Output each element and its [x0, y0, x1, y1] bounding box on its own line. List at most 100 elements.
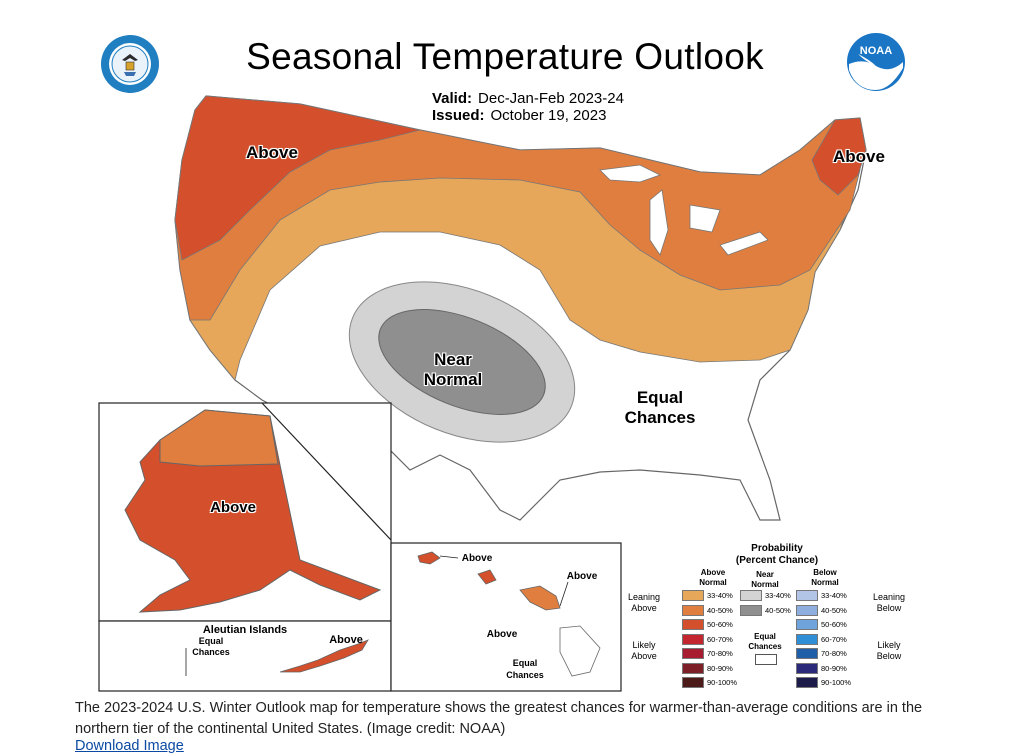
legend-head-below-1: Below — [813, 568, 837, 577]
hawaii-big-island — [559, 625, 601, 677]
legend-below-range-label: 70-80% — [821, 649, 847, 658]
legend-above-range-label: 80-90% — [707, 663, 733, 673]
legend-below-row: 60-70% — [796, 633, 847, 645]
legend-head-above-1: Above — [700, 568, 726, 577]
label-alaska-above: Above — [210, 499, 256, 516]
legend-below-row: 40-50% — [796, 604, 847, 616]
hawaii-kauai — [417, 551, 441, 565]
legend-below-range-label: 90-100% — [821, 678, 852, 687]
legend-head-near-1: Near — [756, 570, 774, 579]
issued-label: Issued: — [432, 107, 485, 124]
legend-below-row: 70-80% — [796, 648, 847, 659]
legend-equal-chances: Equal Chances — [740, 632, 790, 652]
noaa-logo-text: NOAA — [860, 45, 892, 57]
legend-likely-above-2: Above — [631, 651, 657, 661]
legend-above-swatch — [682, 662, 704, 674]
label-aleutian-equal-2: Chances — [192, 647, 230, 657]
legend-above-swatch — [682, 677, 704, 688]
label-aleutian-equal-1: Equal — [198, 636, 224, 646]
page-title: Seasonal Temperature Outlook — [246, 36, 764, 77]
legend-leaning-below-2: Below — [876, 603, 902, 613]
legend-below-swatch — [796, 590, 818, 601]
legend-likely-below: Likely Below — [866, 640, 912, 662]
legend-likely-above: Likely Above — [622, 640, 666, 662]
label-chances: Chances — [624, 408, 696, 427]
legend-head-above: Above Normal — [688, 568, 738, 588]
label-equal-chances: Equal Chances — [605, 388, 715, 428]
legend-head-above-2: Normal — [699, 578, 727, 587]
legend-above-row: 70-80% — [682, 648, 733, 659]
legend-above-range-label: 70-80% — [707, 649, 733, 658]
legend-leaning-above-2: Above — [631, 603, 657, 613]
label-aleutian-equal: Equal Chances — [186, 636, 236, 658]
probability-legend: Probability (Percent Chance) Above Norma… — [622, 540, 922, 695]
label-above-northeast: Above — [833, 147, 885, 166]
legend-leaning-above: Leaning Above — [622, 592, 666, 614]
hawaii-maui — [519, 585, 561, 611]
above-40-50-region — [174, 95, 861, 321]
legend-above-row: 60-70% — [682, 633, 733, 645]
legend-below-swatch — [796, 677, 818, 688]
legend-above-row: 50-60% — [682, 619, 733, 630]
legend-above-swatch — [682, 619, 704, 630]
legend-near-row: 33-40% — [740, 590, 791, 601]
label-aleutian-above: Above — [329, 634, 363, 646]
legend-equal-swatch — [755, 654, 777, 665]
legend-below-row: 33-40% — [796, 590, 847, 601]
noaa-logo: NOAA — [847, 33, 905, 91]
valid-value: Dec-Jan-Feb 2023-24 — [478, 90, 624, 107]
label-hawaii-above-1: Above — [461, 553, 493, 564]
legend-below-swatch — [796, 633, 818, 645]
issued-line: Issued: October 19, 2023 — [432, 107, 606, 124]
legend-below-swatch — [796, 604, 818, 616]
valid-line: Valid: Dec-Jan-Feb 2023-24 — [432, 90, 624, 107]
legend-above-swatch — [682, 648, 704, 659]
label-hawaii-equal-2: Chances — [506, 670, 544, 680]
legend-leaning-below: Leaning Below — [866, 592, 912, 614]
legend-head-near: Near Normal — [740, 570, 790, 590]
great-lakes — [599, 164, 769, 256]
download-image-link[interactable]: Download Image — [75, 738, 184, 754]
above-50-60-northwest — [174, 95, 421, 261]
label-equal: Equal — [636, 388, 684, 407]
label-aleutian-title: Aleutian Islands — [202, 624, 288, 636]
alaska-north-slope — [159, 409, 279, 467]
near-normal-40-50-region — [378, 309, 546, 415]
image-caption: The 2023-2024 U.S. Winter Outlook map fo… — [75, 700, 923, 737]
legend-above-range-label: 40-50% — [707, 605, 733, 615]
legend-below-range-label: 40-50% — [821, 605, 847, 615]
legend-leaning-below-1: Leaning — [872, 592, 906, 602]
legend-head-below: Below Normal — [800, 568, 850, 588]
legend-above-range-label: 50-60% — [707, 620, 733, 629]
legend-likely-above-1: Likely — [632, 640, 656, 650]
legend-below-swatch — [796, 662, 818, 674]
legend-title-2: (Percent Chance) — [735, 555, 819, 566]
legend-title: Probability (Percent Chance) — [712, 543, 842, 567]
legend-above-swatch — [682, 604, 704, 616]
legend-above-swatch — [682, 633, 704, 645]
legend-near-range-label: 40-50% — [765, 605, 791, 615]
temperature-outlook-map — [98, 95, 867, 692]
legend-above-row: 33-40% — [682, 590, 733, 601]
legend-near-row: 40-50% — [740, 604, 791, 616]
label-near: Near — [434, 350, 472, 369]
aleutian-islands-shape — [279, 639, 369, 673]
label-normal: Normal — [423, 370, 483, 389]
label-hawaii-equal: Equal Chances — [500, 657, 550, 681]
label-hawaii-equal-1: Equal — [512, 658, 538, 668]
valid-label: Valid: — [432, 90, 473, 107]
label-above-west: Above — [246, 143, 298, 162]
legend-below-row: 90-100% — [796, 677, 851, 688]
legend-above-row: 80-90% — [682, 662, 733, 674]
legend-below-range-label: 33-40% — [821, 591, 847, 600]
legend-title-1: Probability — [751, 543, 803, 554]
legend-below-row: 80-90% — [796, 662, 847, 674]
legend-leaning-above-1: Leaning — [627, 592, 661, 602]
label-near-normal: Near Normal — [408, 350, 498, 390]
legend-below-range-label: 50-60% — [821, 620, 847, 629]
legend-below-range-label: 80-90% — [821, 663, 847, 673]
legend-below-swatch — [796, 619, 818, 630]
legend-head-near-2: Normal — [751, 580, 779, 589]
label-hawaii-above-2: Above — [566, 571, 598, 582]
legend-equal-2: Chances — [748, 642, 782, 651]
